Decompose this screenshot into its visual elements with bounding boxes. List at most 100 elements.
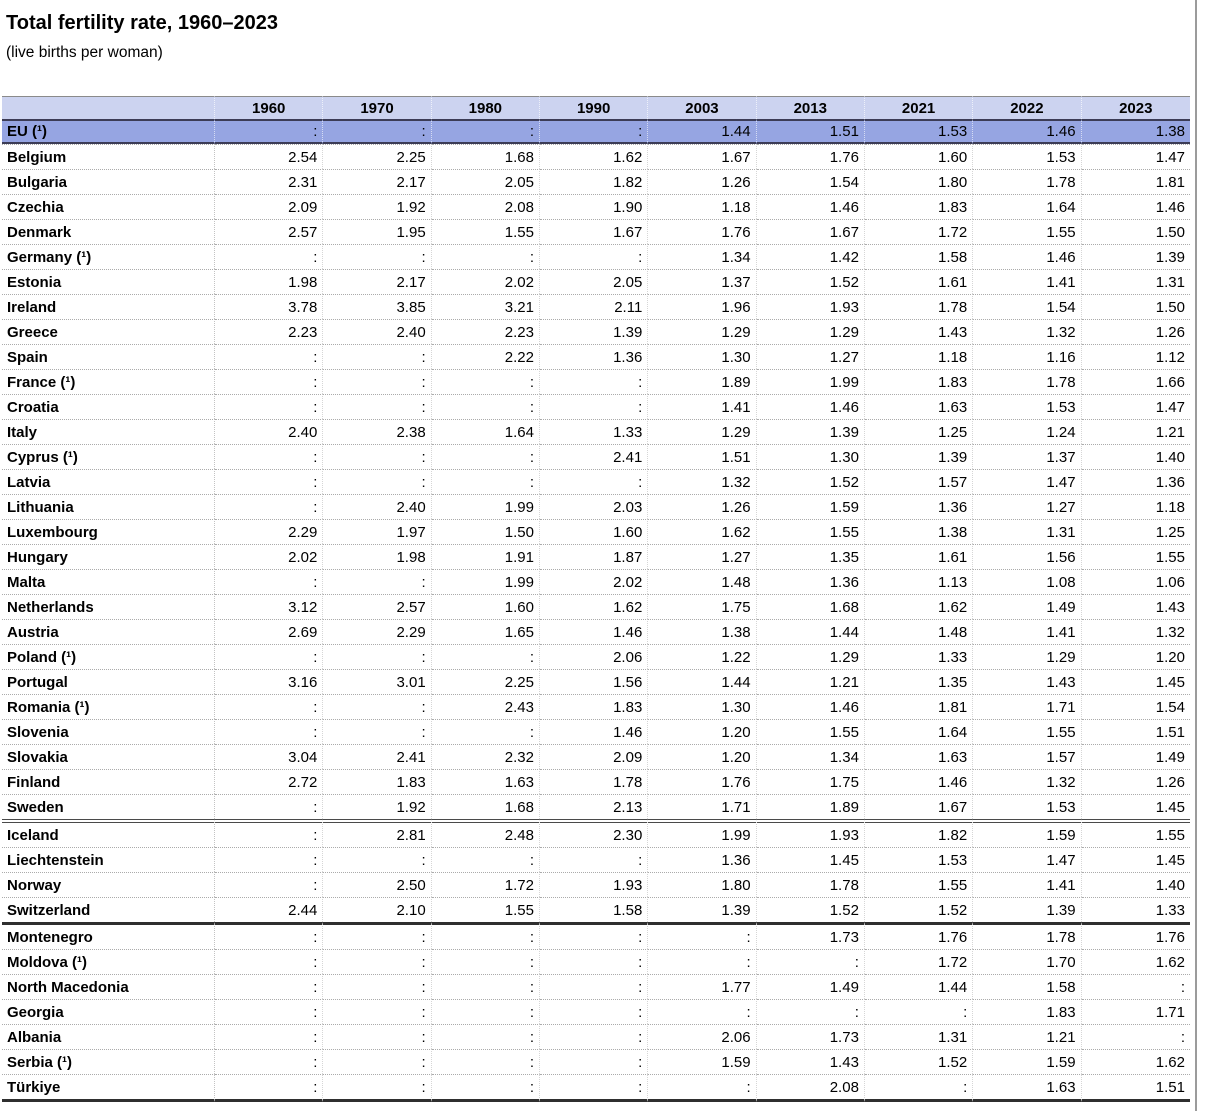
value-cell: 2.29 xyxy=(323,619,432,644)
value-cell: 1.29 xyxy=(648,419,757,444)
value-cell: 1.39 xyxy=(973,897,1082,922)
value-cell: 1.78 xyxy=(756,872,865,897)
value-cell: 3.78 xyxy=(215,294,324,319)
value-cell: : xyxy=(539,469,649,494)
value-cell: 2.10 xyxy=(323,897,432,922)
value-cell: 2.69 xyxy=(215,619,324,644)
value-cell: 1.34 xyxy=(648,244,757,269)
row-label: Luxembourg xyxy=(2,519,216,544)
value-cell: 1.60 xyxy=(431,594,540,619)
value-cell: 1.43 xyxy=(973,669,1082,694)
value-cell: : xyxy=(215,569,324,594)
value-cell: 1.25 xyxy=(1081,519,1190,544)
value-cell: 1.25 xyxy=(864,419,974,444)
row-label: Czechia xyxy=(2,194,216,219)
value-cell: 1.32 xyxy=(973,769,1082,794)
value-cell: 1.46 xyxy=(864,769,974,794)
value-cell: : xyxy=(215,394,324,419)
value-cell: 1.31 xyxy=(973,519,1082,544)
value-cell: 1.60 xyxy=(539,519,649,544)
value-cell: 1.41 xyxy=(973,619,1082,644)
table-row: Moldova (¹)::::::1.72 1.70 1.62 xyxy=(2,949,1190,974)
table-row: Latvia::::1.32 1.52 1.57 1.47 1.36 xyxy=(2,469,1190,494)
column-header-2003: 2003 xyxy=(648,96,757,119)
value-cell: 1.29 xyxy=(756,319,865,344)
value-cell: 1.73 xyxy=(756,1024,865,1049)
table-row: Belgium 2.54 2.25 1.68 1.62 1.67 1.76 1.60 1.53 1… xyxy=(2,144,1190,169)
table-row: Slovakia 3.04 2.41 2.32 2.09 1.20 1.34 1.63 1.57… xyxy=(2,744,1190,769)
value-cell: 1.12 xyxy=(1081,344,1190,369)
row-label: Spain xyxy=(2,344,216,369)
value-cell: 1.31 xyxy=(864,1024,974,1049)
value-cell: : xyxy=(431,1024,540,1049)
row-label: Romania (¹) xyxy=(2,694,216,719)
table-row: Switzerland 2.44 2.10 1.55 1.58 1.39 1.52 1.52 1… xyxy=(2,897,1190,922)
row-label: France (¹) xyxy=(2,369,216,394)
value-cell: 1.93 xyxy=(539,872,649,897)
corner-cell xyxy=(2,96,216,119)
value-cell: 1.30 xyxy=(648,694,757,719)
row-label: Montenegro xyxy=(2,922,216,949)
table-row: Greece 2.23 2.40 2.23 1.39 1.29 1.29 1.43 1.32 1.… xyxy=(2,319,1190,344)
value-cell: 1.39 xyxy=(756,419,865,444)
value-cell: 1.68 xyxy=(431,144,540,169)
table-row: Netherlands 3.12 2.57 1.60 1.62 1.75 1.68 1.62 1… xyxy=(2,594,1190,619)
value-cell: 1.92 xyxy=(323,794,432,819)
value-cell: : xyxy=(215,494,324,519)
column-header-1970: 1970 xyxy=(323,96,432,119)
value-cell: 1.43 xyxy=(1081,594,1190,619)
table-row: Malta::1.99 2.02 1.48 1.36 1.13 1.08 1.06 xyxy=(2,569,1190,594)
value-cell: 2.02 xyxy=(539,569,649,594)
value-cell: 1.89 xyxy=(756,794,865,819)
value-cell: : xyxy=(215,1074,324,1102)
value-cell: 2.22 xyxy=(431,344,540,369)
value-cell: : xyxy=(215,1024,324,1049)
value-cell: 2.43 xyxy=(431,694,540,719)
value-cell: : xyxy=(431,244,540,269)
value-cell: : xyxy=(539,949,649,974)
table-body: EU (¹)::::1.44 1.51 1.53 1.46 1.38 Belgium 2.5… xyxy=(2,119,1190,1102)
row-label: Lithuania xyxy=(2,494,216,519)
value-cell: : xyxy=(431,949,540,974)
value-cell: 1.30 xyxy=(648,344,757,369)
value-cell: : xyxy=(323,369,432,394)
row-label: Austria xyxy=(2,619,216,644)
row-label: Finland xyxy=(2,769,216,794)
table-row: Romania (¹)::2.43 1.83 1.30 1.46 1.81 1.71 1.5… xyxy=(2,694,1190,719)
row-label: Sweden xyxy=(2,794,216,819)
value-cell: 1.32 xyxy=(973,319,1082,344)
value-cell: 1.67 xyxy=(756,219,865,244)
value-cell: : xyxy=(323,569,432,594)
value-cell: : xyxy=(431,1049,540,1074)
row-label: Slovenia xyxy=(2,719,216,744)
value-cell: 3.85 xyxy=(323,294,432,319)
value-cell: 1.98 xyxy=(215,269,324,294)
row-label: Malta xyxy=(2,569,216,594)
value-cell: 1.46 xyxy=(756,194,865,219)
row-label: Liechtenstein xyxy=(2,847,216,872)
value-cell: : xyxy=(1081,1024,1190,1049)
table-row: Germany (¹)::::1.34 1.42 1.58 1.46 1.39 xyxy=(2,244,1190,269)
value-cell: 1.53 xyxy=(973,794,1082,819)
value-cell: 1.42 xyxy=(756,244,865,269)
value-cell: 1.36 xyxy=(864,494,974,519)
value-cell: 1.26 xyxy=(648,169,757,194)
value-cell: : xyxy=(431,847,540,872)
table-row: Portugal 3.16 3.01 2.25 1.56 1.44 1.21 1.35 1.43… xyxy=(2,669,1190,694)
value-cell: 1.59 xyxy=(648,1049,757,1074)
value-cell: 2.09 xyxy=(215,194,324,219)
value-cell: 2.50 xyxy=(323,872,432,897)
value-cell: 1.20 xyxy=(648,744,757,769)
row-label: Georgia xyxy=(2,999,216,1024)
value-cell: 1.50 xyxy=(1081,219,1190,244)
value-cell: 1.35 xyxy=(864,669,974,694)
value-cell: : xyxy=(323,119,432,144)
value-cell: 1.48 xyxy=(648,569,757,594)
value-cell: 1.37 xyxy=(973,444,1082,469)
value-cell: 1.75 xyxy=(648,594,757,619)
value-cell: : xyxy=(539,974,649,999)
value-cell: : xyxy=(539,999,649,1024)
value-cell: : xyxy=(215,872,324,897)
value-cell: : xyxy=(323,694,432,719)
